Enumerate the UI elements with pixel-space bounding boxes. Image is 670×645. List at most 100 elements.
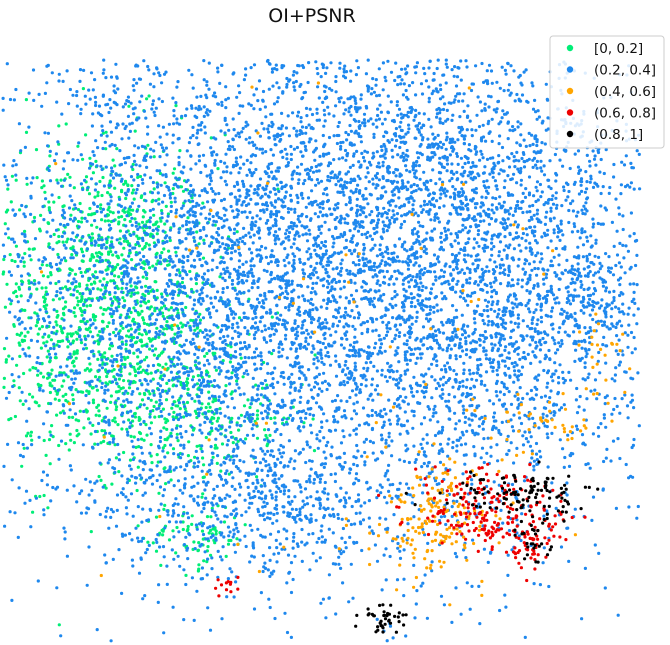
data-point — [3, 254, 7, 259]
data-point — [515, 92, 519, 97]
data-point — [108, 179, 112, 183]
data-point — [253, 188, 257, 192]
data-point — [44, 453, 48, 457]
data-point — [350, 389, 355, 393]
data-point — [312, 357, 316, 361]
data-point — [482, 219, 486, 223]
data-point — [180, 325, 184, 329]
data-point — [75, 428, 79, 433]
data-point — [276, 187, 280, 191]
data-point — [128, 464, 132, 468]
data-point — [101, 129, 105, 133]
data-point — [349, 113, 353, 117]
data-point — [91, 401, 96, 405]
data-point — [615, 321, 620, 325]
data-point — [254, 202, 258, 206]
data-point — [149, 155, 153, 159]
data-point — [429, 202, 433, 206]
data-point — [90, 241, 94, 245]
data-point — [77, 282, 82, 286]
data-point — [202, 78, 206, 82]
data-point — [626, 249, 631, 253]
data-point — [79, 220, 84, 224]
data-point — [322, 412, 326, 416]
data-point — [262, 306, 266, 310]
data-point — [628, 234, 632, 238]
data-point — [588, 297, 592, 301]
data-point — [380, 588, 384, 592]
data-point — [346, 380, 350, 385]
data-point — [106, 388, 110, 392]
data-point — [163, 503, 167, 507]
data-point — [22, 212, 26, 216]
data-point — [270, 112, 274, 116]
data-point — [205, 560, 209, 564]
data-point — [549, 264, 553, 268]
data-point — [242, 226, 246, 230]
data-point — [573, 507, 577, 511]
data-point — [594, 238, 598, 242]
data-point — [37, 92, 41, 96]
data-point — [71, 398, 75, 402]
data-point — [182, 213, 186, 217]
data-point — [469, 254, 473, 258]
data-point — [169, 279, 173, 283]
data-point — [553, 152, 558, 157]
data-point — [136, 325, 140, 329]
data-point — [301, 447, 305, 451]
data-point — [251, 433, 255, 437]
data-point — [97, 409, 101, 413]
data-point — [165, 381, 169, 385]
data-point — [122, 246, 126, 250]
data-point — [151, 198, 155, 202]
data-point — [68, 408, 72, 412]
data-point — [108, 210, 112, 214]
data-point — [502, 337, 506, 341]
data-point — [365, 235, 369, 240]
data-point — [304, 416, 308, 420]
data-point — [332, 414, 336, 419]
data-point — [402, 318, 406, 322]
data-point — [383, 152, 387, 156]
data-point — [442, 281, 447, 285]
data-point — [337, 172, 341, 176]
data-point — [152, 72, 156, 76]
data-point — [593, 254, 597, 258]
data-point — [289, 245, 293, 249]
data-point — [80, 313, 84, 317]
data-point — [353, 218, 357, 223]
data-point — [259, 316, 263, 320]
data-point — [106, 191, 110, 195]
data-point — [129, 364, 133, 368]
data-point — [72, 277, 76, 281]
data-point — [243, 273, 247, 277]
data-point — [109, 130, 114, 134]
data-point — [495, 302, 499, 306]
data-point — [132, 335, 136, 340]
data-point — [403, 369, 407, 373]
data-point — [231, 461, 236, 465]
data-point — [433, 270, 437, 274]
data-point — [127, 315, 131, 319]
data-point — [201, 256, 206, 260]
data-point — [100, 385, 104, 390]
data-point — [336, 124, 340, 129]
data-point — [9, 200, 13, 204]
data-point — [57, 255, 61, 259]
data-point — [271, 348, 276, 353]
data-point — [447, 399, 451, 403]
data-point — [260, 386, 265, 390]
data-point — [215, 419, 219, 423]
data-point — [189, 232, 193, 236]
data-point — [271, 122, 275, 126]
data-point — [167, 249, 171, 253]
data-point — [121, 281, 125, 285]
data-point — [142, 300, 146, 304]
data-point — [20, 282, 24, 286]
data-point — [4, 178, 9, 182]
data-point — [238, 91, 242, 95]
data-point — [567, 220, 571, 225]
data-point — [45, 376, 50, 380]
data-point — [88, 369, 92, 373]
data-point — [299, 490, 303, 494]
